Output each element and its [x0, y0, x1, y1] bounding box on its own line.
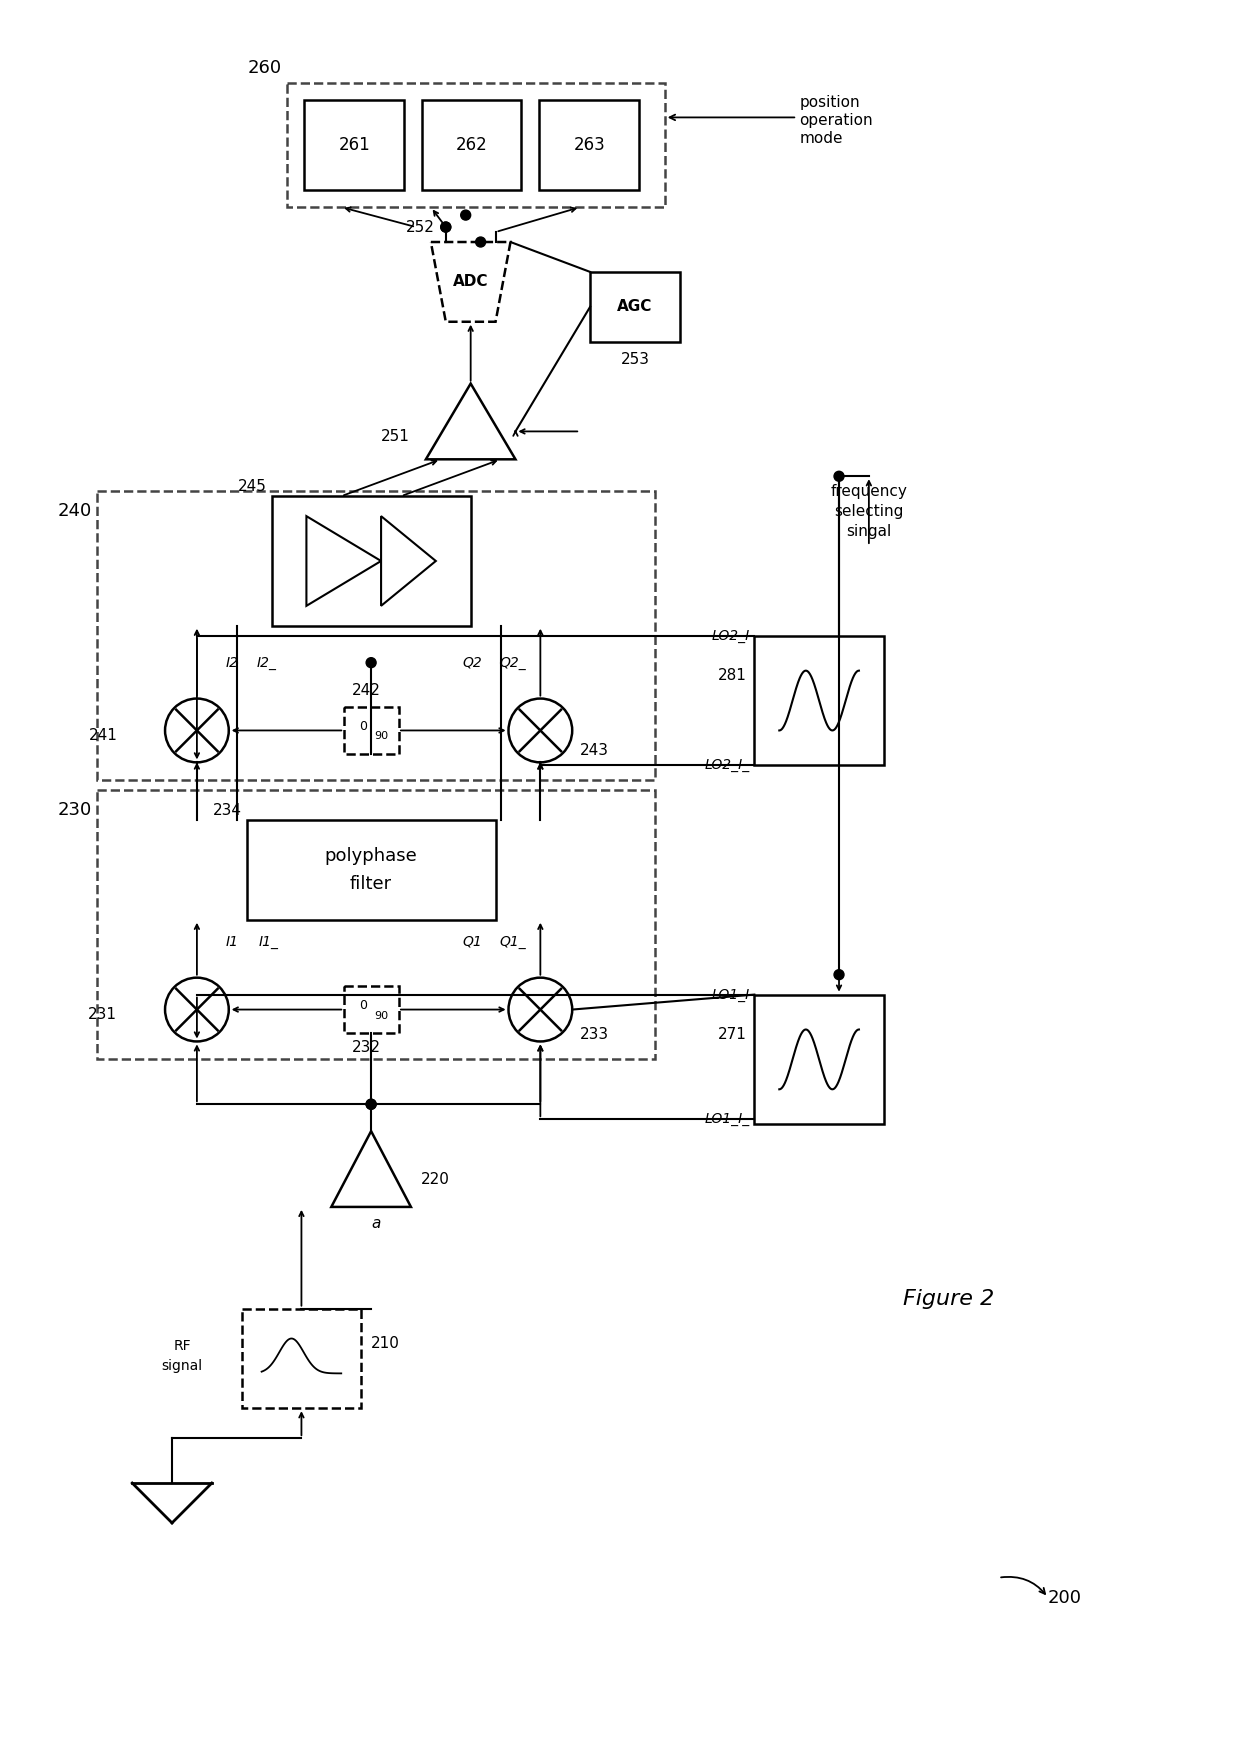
- Text: singal: singal: [846, 524, 892, 538]
- Text: frequency: frequency: [831, 484, 908, 498]
- Text: 263: 263: [573, 136, 605, 155]
- Text: 252: 252: [405, 219, 435, 235]
- Text: Q1_: Q1_: [500, 935, 526, 949]
- Text: 230: 230: [58, 801, 92, 819]
- Text: operation: operation: [800, 113, 873, 127]
- Circle shape: [508, 977, 572, 1042]
- Text: Q2: Q2: [463, 655, 482, 669]
- Text: 261: 261: [339, 136, 370, 155]
- Text: LO2_I: LO2_I: [712, 629, 749, 643]
- Text: 233: 233: [580, 1028, 609, 1042]
- Text: LO1_I_: LO1_I_: [704, 1111, 749, 1127]
- Text: 0: 0: [360, 719, 367, 733]
- Circle shape: [508, 699, 572, 763]
- Circle shape: [440, 221, 451, 232]
- Text: Q1: Q1: [463, 935, 482, 949]
- Bar: [422, 101, 522, 190]
- Bar: [345, 707, 399, 754]
- Text: 220: 220: [420, 1172, 450, 1186]
- Text: position: position: [800, 96, 859, 110]
- Text: ADC: ADC: [453, 275, 489, 289]
- Bar: [286, 82, 665, 207]
- Text: mode: mode: [800, 131, 843, 146]
- Text: a: a: [372, 1216, 381, 1232]
- Text: polyphase: polyphase: [325, 847, 418, 866]
- Text: 242: 242: [352, 683, 381, 699]
- Text: 241: 241: [88, 728, 118, 742]
- Text: 251: 251: [381, 429, 410, 444]
- Bar: [539, 101, 639, 190]
- Text: 260: 260: [248, 59, 281, 77]
- Circle shape: [366, 658, 376, 667]
- Polygon shape: [306, 516, 381, 606]
- Bar: [345, 986, 399, 1033]
- Text: 0: 0: [360, 1000, 367, 1012]
- Bar: [98, 791, 655, 1059]
- Text: 262: 262: [456, 136, 487, 155]
- Circle shape: [461, 211, 471, 219]
- Text: 234: 234: [213, 803, 242, 817]
- Text: filter: filter: [350, 874, 392, 894]
- Bar: [242, 1308, 361, 1408]
- Polygon shape: [331, 1131, 410, 1207]
- Text: signal: signal: [161, 1359, 202, 1373]
- Circle shape: [835, 472, 844, 481]
- Polygon shape: [381, 516, 435, 606]
- Polygon shape: [425, 383, 516, 460]
- Text: 200: 200: [1048, 1589, 1083, 1606]
- Text: 243: 243: [580, 742, 609, 758]
- Text: 90: 90: [374, 732, 388, 742]
- Circle shape: [165, 977, 228, 1042]
- Text: Figure 2: Figure 2: [903, 1289, 994, 1308]
- Text: I2: I2: [226, 655, 238, 669]
- Text: 90: 90: [374, 1010, 388, 1021]
- Bar: [754, 636, 884, 765]
- Polygon shape: [430, 242, 511, 322]
- Text: 271: 271: [718, 1028, 746, 1042]
- Circle shape: [366, 1099, 376, 1110]
- Circle shape: [366, 1099, 376, 1110]
- Text: 245: 245: [238, 479, 267, 493]
- Text: I2_: I2_: [257, 655, 277, 669]
- Text: LO2_I_: LO2_I_: [704, 758, 749, 772]
- Text: 240: 240: [58, 502, 92, 521]
- Text: LO1_I: LO1_I: [712, 988, 749, 1002]
- Text: 232: 232: [352, 1040, 381, 1056]
- Circle shape: [165, 699, 228, 763]
- Text: RF: RF: [174, 1340, 191, 1354]
- Text: I1: I1: [226, 935, 238, 949]
- Bar: [754, 995, 884, 1124]
- Bar: [590, 272, 680, 341]
- Bar: [305, 101, 404, 190]
- Circle shape: [476, 237, 486, 247]
- Circle shape: [835, 970, 844, 979]
- Bar: [272, 496, 471, 625]
- Circle shape: [440, 221, 451, 232]
- Text: 231: 231: [88, 1007, 118, 1023]
- Text: Q2_: Q2_: [500, 655, 526, 669]
- Text: 281: 281: [718, 669, 746, 683]
- Bar: [98, 491, 655, 780]
- Text: selecting: selecting: [835, 503, 904, 519]
- Text: 210: 210: [371, 1336, 401, 1352]
- Bar: [247, 820, 496, 920]
- Text: AGC: AGC: [618, 300, 652, 314]
- Text: I1_: I1_: [259, 935, 279, 949]
- Text: 253: 253: [620, 352, 650, 368]
